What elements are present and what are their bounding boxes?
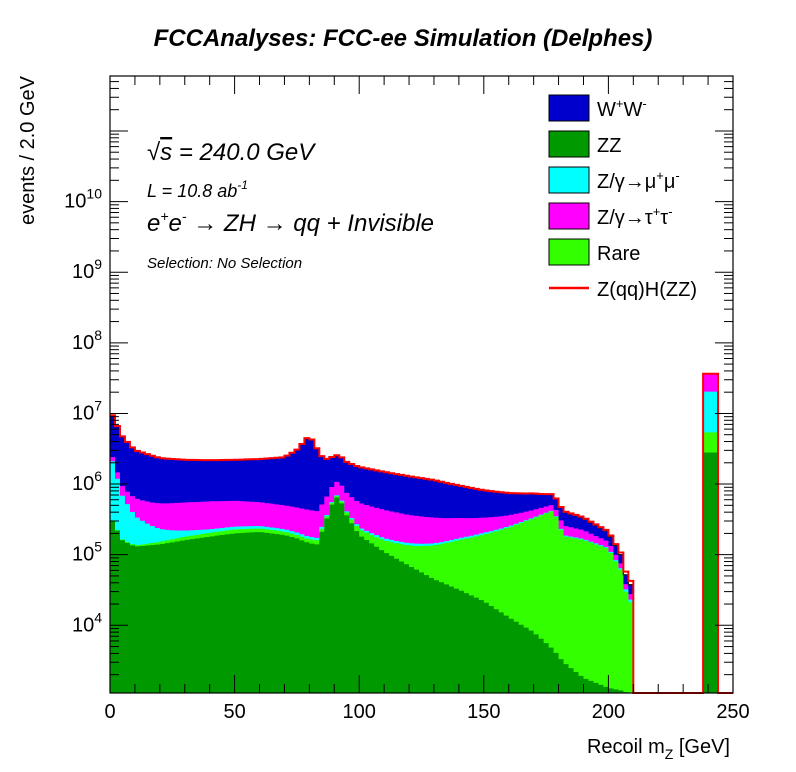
x-tick-label: 250 bbox=[716, 701, 749, 723]
x-axis-title: Recoil mZ [GeV] bbox=[587, 736, 730, 762]
legend-label-rare: Rare bbox=[597, 243, 640, 265]
x-tick-label: 0 bbox=[104, 701, 115, 723]
legend-label-zmumu: Z/γ→μ+μ- bbox=[597, 168, 680, 193]
plot-frame bbox=[109, 75, 734, 694]
selection-label: Selection: No Selection bbox=[147, 255, 302, 272]
chart-title: FCCAnalyses: FCC-ee Simulation (Delphes) bbox=[154, 25, 653, 52]
annotations: √s = 240.0 GeV L = 10.8 ab-1 e+e- → ZH →… bbox=[147, 139, 434, 272]
legend-swatch-rare bbox=[548, 238, 590, 266]
x-tick-label: 150 bbox=[467, 701, 500, 723]
legend-swatch-zmumu bbox=[548, 166, 590, 194]
x-axis: 0 50 100 150 200 250 bbox=[104, 76, 750, 723]
x-tick-label: 50 bbox=[223, 701, 245, 723]
stacked-histogram bbox=[110, 373, 733, 694]
x-tick-label: 200 bbox=[592, 701, 625, 723]
process-label: e+e- → ZH → qq + Invisible bbox=[147, 208, 434, 237]
legend-label-signal: Z(qq)H(ZZ) bbox=[597, 279, 697, 301]
y-axis-title: events / 2.0 GeV bbox=[17, 75, 39, 225]
y-tick-label: 107 bbox=[72, 397, 102, 424]
y-tick-label: 1010 bbox=[64, 186, 102, 213]
signal-line bbox=[110, 372, 733, 694]
x-tick-label: 100 bbox=[343, 701, 376, 723]
legend-swatch-zz bbox=[548, 130, 590, 158]
y-tick-label: 109 bbox=[72, 256, 102, 283]
legend-label-ztautau: Z/γ→τ+τ- bbox=[597, 204, 673, 229]
legend-swatch-ww bbox=[548, 94, 590, 122]
legend: W+W- ZZ Z/γ→μ+μ- Z/γ→τ+τ- Rare Z(qq)H(ZZ) bbox=[548, 94, 697, 301]
legend-label-zz: ZZ bbox=[597, 135, 621, 157]
sqrt-s-label: √s = 240.0 GeV bbox=[147, 139, 316, 166]
legend-swatch-ztautau bbox=[548, 202, 590, 230]
y-tick-label: 106 bbox=[72, 468, 102, 495]
y-tick-label: 104 bbox=[72, 609, 102, 636]
lumi-label: L = 10.8 ab-1 bbox=[147, 178, 248, 201]
legend-label-ww: W+W- bbox=[597, 96, 647, 121]
y-tick-label: 105 bbox=[72, 539, 102, 566]
y-tick-label: 108 bbox=[72, 327, 102, 354]
signal-line-layer bbox=[110, 372, 733, 694]
y-axis: 104 105 106 107 108 109 1010 bbox=[64, 75, 733, 676]
stack-area-zz bbox=[110, 452, 733, 693]
